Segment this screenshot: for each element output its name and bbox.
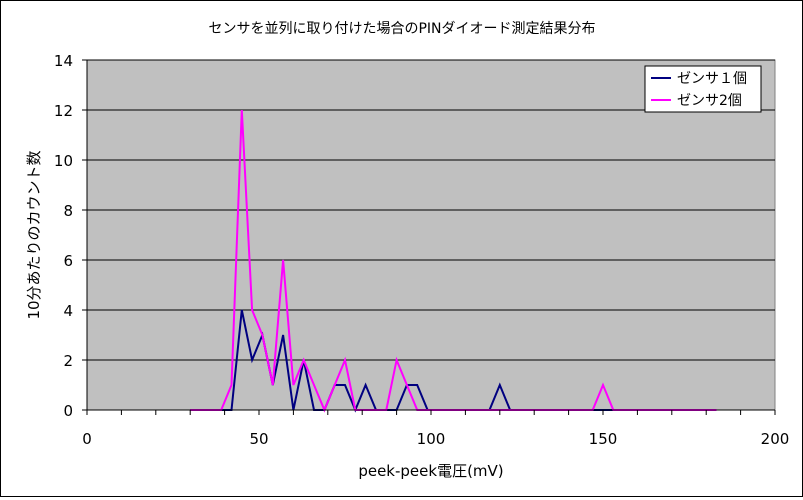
axes	[82, 59, 776, 415]
y-tick-label: 6	[63, 252, 73, 270]
legend: ゼンサ１個 ゼンサ2個	[644, 65, 762, 113]
x-tick-label: 150	[589, 430, 618, 448]
x-tick-label: 50	[249, 430, 268, 448]
y-axis-label: 10分あたりのカウント数	[25, 150, 43, 319]
tick-labels: 0 50 100 150 200 0 2 4 6 8 10 12 14	[54, 52, 789, 448]
y-tick-label: 8	[63, 202, 73, 220]
chart-title: センサを並列に取り付けた場合のPINダイオード測定結果分布	[208, 21, 595, 37]
x-tick-label: 200	[761, 430, 790, 448]
legend-label-series-1: ゼンサ１個	[677, 71, 747, 87]
y-tick-label: 0	[63, 402, 73, 420]
plot-area	[86, 59, 776, 411]
y-tick-label: 12	[54, 102, 73, 120]
y-tick-label: 4	[63, 302, 73, 320]
legend-box	[644, 65, 762, 113]
y-tick-label: 10	[54, 152, 73, 170]
y-tick-label: 14	[54, 52, 73, 70]
x-tick-label: 100	[417, 430, 446, 448]
x-tick-label: 0	[82, 430, 92, 448]
legend-label-series-2: ゼンサ2個	[677, 93, 742, 109]
x-axis-label: peek-peek電圧(mV)	[358, 462, 503, 480]
y-tick-label: 2	[63, 352, 73, 370]
